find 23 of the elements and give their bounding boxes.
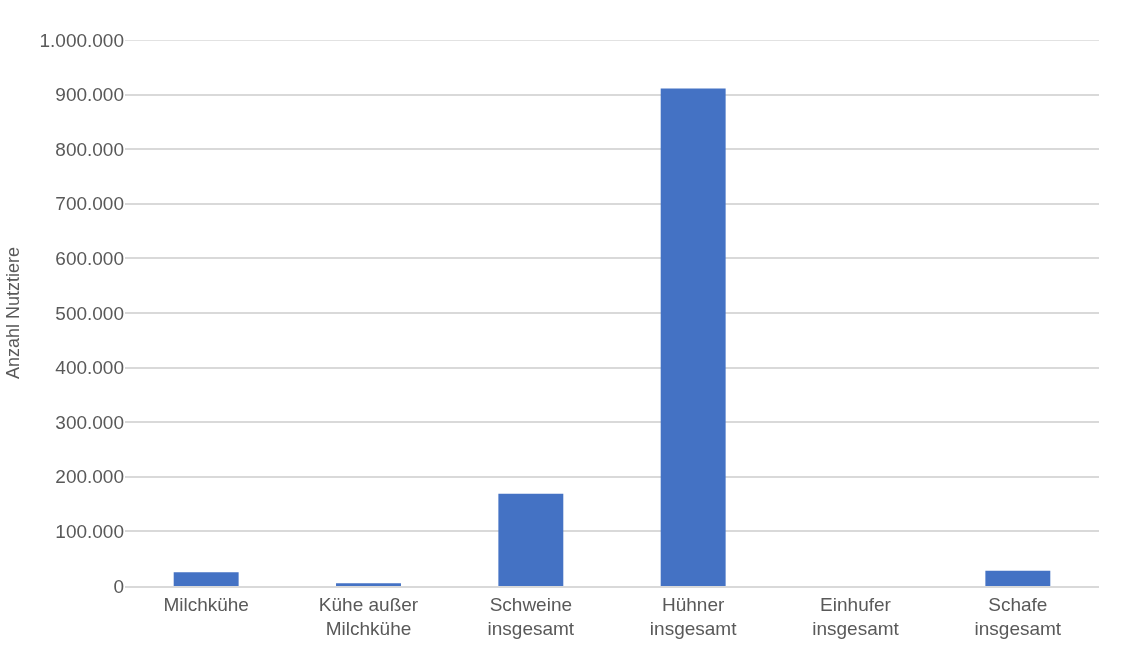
x-tick-label: Schweine insgesamt <box>487 593 575 640</box>
bar <box>336 583 401 586</box>
y-tick-label: 100.000 <box>55 521 124 543</box>
x-tick-label: Hühner insgesamt <box>649 593 738 640</box>
bar <box>660 88 726 586</box>
y-tick-label: 600.000 <box>55 248 124 270</box>
bar <box>173 572 239 586</box>
y-tick-label: 200.000 <box>55 466 124 488</box>
y-tick-label: 900.000 <box>55 84 124 106</box>
y-axis-title: Anzahl Nutztiere <box>2 246 23 380</box>
y-tick-label: 300.000 <box>55 411 124 433</box>
x-tick-label: Schafe insgesamt <box>974 593 1062 640</box>
x-tick-label: Einhufer insgesamt <box>812 593 900 640</box>
x-tick-label: Milchkühe <box>163 593 249 615</box>
bar <box>985 570 1051 586</box>
y-tick-label: 800.000 <box>55 138 124 160</box>
bar <box>498 493 564 586</box>
y-tick-label: 500.000 <box>55 302 124 324</box>
y-tick-label: 0 <box>113 575 124 597</box>
y-tick-label: 700.000 <box>55 193 124 215</box>
y-tick-label: 1.000.000 <box>39 29 124 51</box>
y-tick-label: 400.000 <box>55 357 124 379</box>
x-tick-label: Kühe außer Milchkühe <box>318 593 419 640</box>
